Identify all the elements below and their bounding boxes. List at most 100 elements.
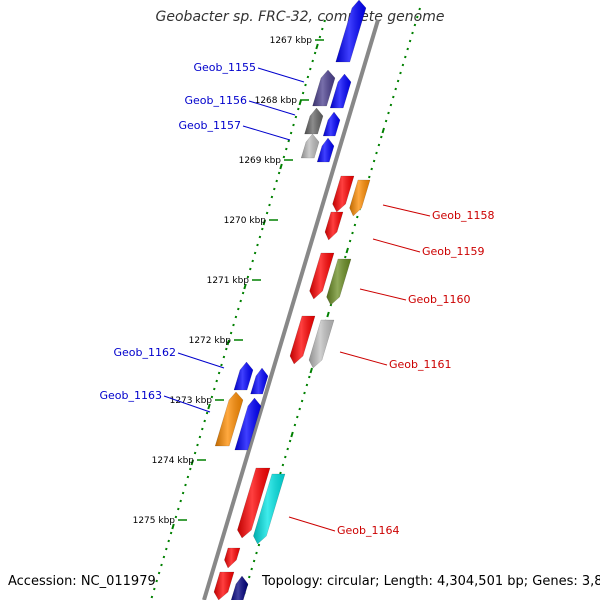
- gene-leader-line: [339, 351, 388, 366]
- gene-label-geob-1163[interactable]: Geob_1163: [100, 389, 163, 402]
- scale-tick: [308, 375, 311, 379]
- scale-tick: [193, 451, 197, 455]
- scale-tick: [306, 75, 310, 79]
- scale-tick: [377, 143, 381, 147]
- scale-tick: [411, 31, 414, 35]
- scale-tick: [157, 571, 161, 575]
- feature-shade: [309, 320, 334, 368]
- feature-shade: [234, 398, 261, 450]
- scale-tick: [285, 147, 288, 151]
- scale-tick: [213, 387, 216, 391]
- scale-tick: [399, 71, 402, 75]
- scale-tick: [384, 119, 388, 123]
- scale-tick: [292, 123, 295, 127]
- scale-tick: [289, 131, 293, 135]
- scale-tick: [353, 223, 357, 227]
- tick-track-left: [150, 19, 326, 599]
- feature-shade: [325, 212, 343, 240]
- scale-tick: [205, 411, 209, 415]
- scale-tick: [217, 371, 221, 375]
- gene-label-geob-1162[interactable]: Geob_1162: [114, 346, 177, 359]
- scale-tick: [222, 355, 226, 359]
- scale-tick: [298, 407, 301, 411]
- gene-label-geob-1159[interactable]: Geob_1159: [422, 245, 485, 258]
- gene-label-geob-1158[interactable]: Geob_1158: [432, 209, 495, 222]
- feature-shade: [304, 108, 323, 134]
- scale-tick: [165, 547, 168, 551]
- scale-tick: [394, 87, 397, 91]
- scale-tick: [262, 219, 266, 226]
- gene-leader-line: [359, 288, 407, 301]
- feature-shade: [323, 112, 340, 136]
- scale-tick: [248, 575, 251, 579]
- gene-label-geob-1164[interactable]: Geob_1164: [337, 524, 400, 537]
- scale-tick: [281, 463, 285, 467]
- scale-tick: [309, 67, 312, 71]
- scale-tick: [304, 83, 307, 87]
- scale-tick: [155, 579, 158, 583]
- scale-tick: [370, 167, 373, 171]
- kbp-label: 1271 kbp: [207, 276, 250, 286]
- scale-tick: [174, 515, 178, 519]
- scale-tick: [196, 443, 199, 447]
- gene-leader-line: [372, 238, 421, 253]
- gene-features: [213, 0, 371, 600]
- scale-tick: [203, 419, 206, 423]
- feature-shade: [214, 572, 234, 600]
- feature-shade: [317, 138, 334, 162]
- scale-tick: [279, 163, 283, 170]
- kbp-label: 1268 kbp: [255, 96, 298, 106]
- scale-tick: [356, 215, 359, 219]
- scale-tick: [190, 459, 194, 466]
- gene-leader-line: [382, 204, 431, 217]
- scale-tick: [257, 543, 261, 547]
- scale-tick: [239, 299, 242, 303]
- scale-tick: [345, 247, 349, 254]
- scale-tick: [313, 51, 317, 55]
- feature-shade: [234, 362, 253, 390]
- scale-tick: [210, 395, 214, 399]
- scale-tick: [184, 483, 187, 487]
- scale-tick: [416, 15, 419, 19]
- scale-tick: [241, 291, 245, 295]
- scale-tick: [408, 39, 412, 43]
- scale-tick: [268, 203, 271, 207]
- feature-shade: [330, 74, 351, 108]
- scale-tick: [404, 55, 407, 59]
- kbp-label: 1267 kbp: [270, 36, 313, 46]
- scale-tick: [284, 455, 287, 459]
- scale-tick: [177, 507, 180, 511]
- feature-shade: [349, 180, 370, 216]
- scale-tick: [215, 379, 218, 383]
- gene-label-geob-1157[interactable]: Geob_1157: [179, 119, 242, 132]
- scale-tick: [293, 423, 297, 427]
- scale-tick: [297, 107, 300, 111]
- scale-tick: [249, 267, 252, 271]
- scale-tick: [298, 99, 302, 106]
- scale-tick: [288, 439, 292, 443]
- scale-tick: [321, 27, 324, 31]
- scale-tick: [265, 211, 269, 215]
- scale-tick: [256, 243, 259, 247]
- scale-tick: [305, 383, 309, 387]
- gene-leader-line: [177, 352, 225, 369]
- scale-tick: [311, 59, 314, 63]
- map-title: Geobacter sp. FRC-32, complete genome: [155, 9, 445, 25]
- gene-label-geob-1161[interactable]: Geob_1161: [389, 358, 452, 371]
- topology-summary: Topology: circular; Length: 4,304,501 bp…: [262, 574, 600, 589]
- gene-label-geob-1160[interactable]: Geob_1160: [408, 293, 471, 306]
- scale-tick: [351, 231, 354, 235]
- feature-shade: [309, 253, 334, 299]
- gene-leader-line: [257, 67, 305, 83]
- gene-leader-line: [248, 100, 296, 116]
- kbp-label: 1273 kbp: [170, 396, 213, 406]
- scale-tick: [290, 431, 294, 438]
- scale-tick: [368, 175, 371, 179]
- gene-label-geob-1155[interactable]: Geob_1155: [194, 61, 257, 74]
- accession-text: Accession: NC_011979: [8, 574, 156, 589]
- scale-tick: [198, 435, 202, 439]
- scale-tick: [258, 235, 262, 239]
- feature-shade: [335, 0, 366, 62]
- gene-label-geob-1156[interactable]: Geob_1156: [185, 94, 248, 107]
